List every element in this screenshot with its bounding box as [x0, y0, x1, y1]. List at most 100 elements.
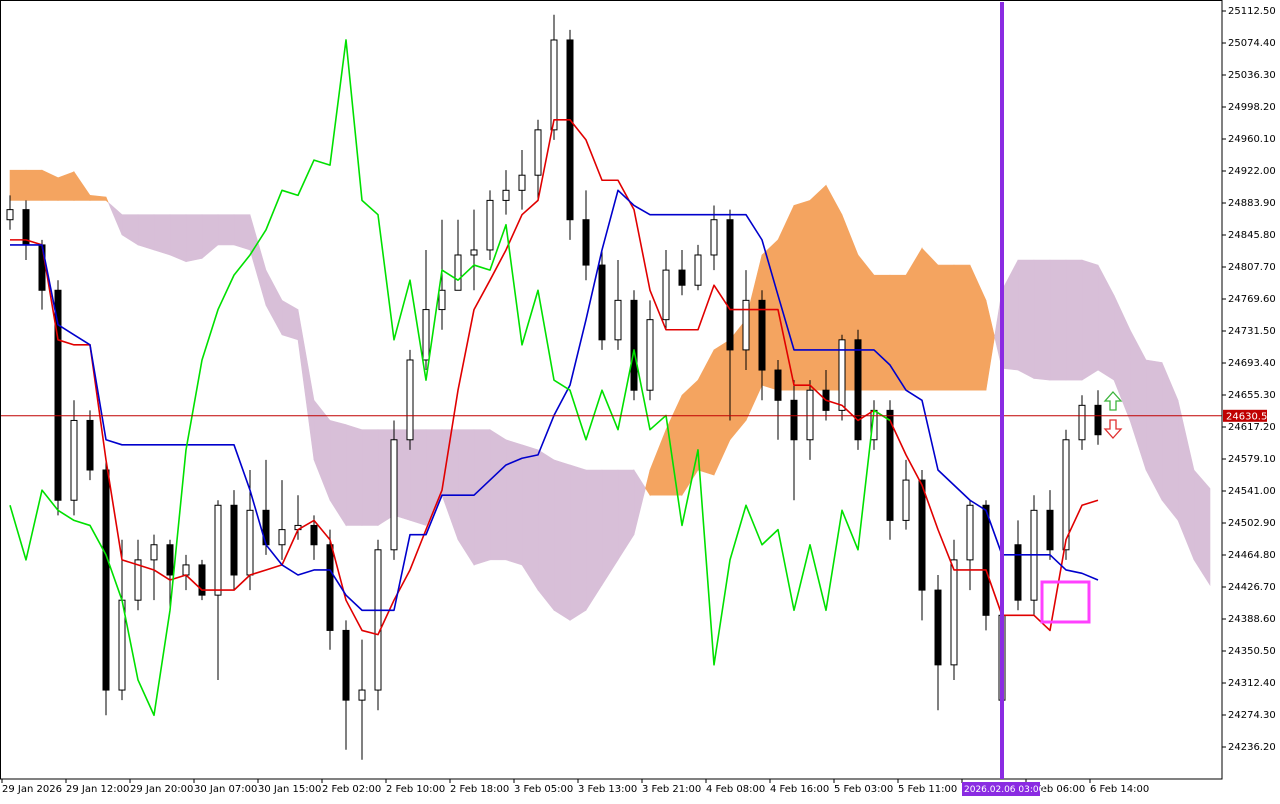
overlay-layer: 24630.53 2026.02.06 03:00 — [962, 2, 1274, 796]
line-layer — [0, 39, 1222, 717]
cloud-segment — [873, 274, 891, 391]
candle-body — [182, 564, 190, 576]
down-arrow — [1103, 419, 1123, 439]
cloud-segment — [889, 274, 907, 391]
candle-body — [646, 319, 654, 391]
y-tick-label: 24922.00 — [1228, 166, 1276, 177]
candle-body — [582, 219, 590, 266]
y-tick-label: 24807.70 — [1228, 262, 1276, 273]
last-price-label: 24630.53 — [1226, 411, 1274, 422]
candle-body — [966, 504, 974, 561]
candle-body — [70, 419, 78, 501]
candle-body — [1046, 509, 1054, 551]
candle-body — [454, 254, 462, 291]
candle-body — [390, 439, 398, 551]
y-tick-label: 24960.10 — [1228, 134, 1276, 145]
cloud-segment — [489, 429, 507, 561]
candle-body — [470, 249, 478, 256]
x-tick-label: 29 Jan 12:00 — [66, 784, 129, 795]
cloud-segment — [473, 429, 491, 566]
y-tick-label: 24883.90 — [1228, 198, 1276, 209]
candle-body — [358, 689, 366, 701]
candle-body — [694, 254, 702, 286]
cloud-segment — [153, 214, 171, 256]
x-tick-label: 30 Jan 07:00 — [194, 784, 257, 795]
cloud-segment — [521, 444, 539, 592]
candle-body — [566, 39, 574, 221]
candle-body — [166, 544, 174, 576]
candle-body — [1094, 404, 1102, 436]
candle-body — [614, 299, 622, 341]
cloud-segment — [537, 449, 555, 612]
y-tick-label: 24617.20 — [1228, 422, 1276, 433]
cloud-segment — [345, 424, 363, 526]
candle-body — [310, 524, 318, 546]
y-tick-label: 24236.20 — [1228, 742, 1276, 753]
candle-body — [518, 174, 526, 191]
candle-body — [854, 339, 862, 441]
x-tick-label: 3 Feb 05:00 — [514, 784, 573, 795]
y-tick-label: 24312.40 — [1228, 678, 1276, 689]
cloud-segment — [217, 214, 235, 246]
x-tick-label: 29 Jan 20:00 — [130, 784, 193, 795]
candle-body — [838, 339, 846, 411]
x-tick-label: 4 Feb 16:00 — [770, 784, 829, 795]
last-price-tag — [1223, 409, 1267, 422]
indicator-line — [9, 39, 891, 717]
candle-body — [502, 189, 510, 201]
y-tick-label: 25112.50 — [1228, 6, 1276, 17]
candle-body — [918, 479, 926, 591]
y-tick-label: 25036.30 — [1228, 70, 1276, 81]
x-tick-label: 30 Jan 15:00 — [258, 784, 321, 795]
y-tick-label: 24426.70 — [1228, 582, 1276, 593]
cloud-segment — [569, 464, 587, 621]
candle-body — [150, 544, 158, 561]
x-tick-label: 29 Jan 2026 — [2, 784, 62, 795]
candle-body — [86, 419, 94, 471]
candle-body — [902, 479, 910, 521]
candle-body — [198, 564, 206, 596]
candle-body — [1062, 439, 1070, 551]
cloud-layer — [9, 169, 1211, 621]
y-tick-label: 24769.60 — [1228, 294, 1276, 305]
x-tick-label: 2 Feb 10:00 — [386, 784, 445, 795]
cloud-segment — [921, 247, 939, 391]
x-tick-label: 2 Feb 02:00 — [322, 784, 381, 795]
candle-body — [934, 589, 942, 666]
up-arrow — [1103, 391, 1123, 411]
candle-body — [550, 39, 558, 131]
candle-body — [790, 399, 798, 441]
y-tick-label: 24502.90 — [1228, 518, 1276, 529]
candle-body — [742, 299, 750, 351]
indicator-line — [10, 118, 1099, 636]
cloud-segment — [1065, 259, 1083, 381]
cloud-segment — [953, 264, 971, 391]
candle-body — [982, 504, 990, 616]
highlight-box — [1040, 580, 1091, 624]
candle-body — [678, 269, 686, 286]
candle-body — [438, 289, 446, 311]
candle-body — [422, 309, 430, 361]
candle-body — [406, 359, 414, 441]
candle-body — [630, 299, 638, 391]
cloud-segment — [1049, 259, 1067, 381]
cloud-segment — [233, 214, 251, 251]
candle-body — [54, 289, 62, 501]
y-tick-label: 24350.50 — [1228, 646, 1276, 657]
x-tick-label: 6 Feb 14:00 — [1090, 784, 1149, 795]
y-tick-label: 24464.80 — [1228, 550, 1276, 561]
y-tick-label: 24274.30 — [1228, 710, 1276, 721]
cloud-segment — [1033, 259, 1051, 381]
x-tick-label: 3 Feb 21:00 — [642, 784, 701, 795]
y-tick-label: 24998.20 — [1228, 102, 1276, 113]
candle-body — [486, 199, 494, 251]
candle-body — [710, 219, 718, 256]
candle-body — [886, 409, 894, 521]
candle-body — [230, 504, 238, 576]
cloud-segment — [137, 214, 155, 251]
y-tick-label: 24388.60 — [1228, 614, 1276, 625]
candle-body — [1078, 404, 1086, 441]
y-tick-label: 24655.30 — [1228, 390, 1276, 401]
